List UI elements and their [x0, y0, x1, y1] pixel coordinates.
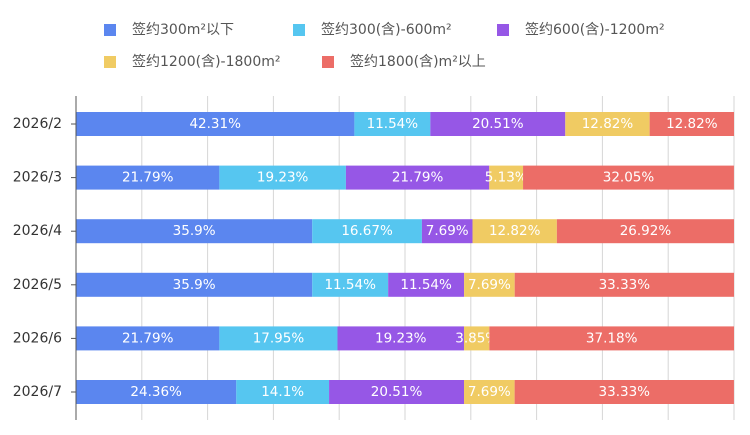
bars: 42.31% 11.54% 20.51% 12.82% 12.82% 21.79% 19.2… — [76, 112, 734, 404]
bar-segment-5-2026-2[interactable] — [649, 112, 734, 136]
data-label: 42.31% — [189, 116, 241, 132]
bar-segment-3-2026-6[interactable] — [337, 326, 465, 351]
legend-swatch-4[interactable] — [104, 56, 116, 68]
legend-swatch-3[interactable] — [497, 24, 509, 36]
data-label: 7.69% — [468, 384, 511, 400]
legend-swatch-5[interactable] — [322, 56, 334, 68]
bar-segment-3-2026-4[interactable] — [421, 219, 473, 244]
legend-label-1[interactable]: 签约300m²以下 — [132, 21, 234, 38]
y-tick-label: 2026/2 — [13, 116, 62, 132]
data-label: 11.54% — [367, 116, 419, 132]
data-label: 12.82% — [666, 116, 718, 132]
data-label: 21.79% — [122, 170, 174, 186]
bar-segment-5-2026-4[interactable] — [556, 219, 734, 244]
legend-label-3[interactable]: 签约600(含)-1200m² — [525, 21, 665, 38]
bar-segment-4-2026-2[interactable] — [565, 112, 650, 136]
data-label: 35.9% — [173, 277, 216, 293]
data-label: 7.69% — [468, 277, 511, 293]
y-axis: 2026/2 2026/3 2026/4 2026/5 2026/6 2026/7 — [13, 96, 77, 420]
data-label: 37.18% — [586, 330, 638, 346]
legend: 签约300m²以下 签约300(含)-600m² 签约600(含)-1200m² 签约… — [104, 21, 665, 70]
legend-label-2[interactable]: 签约300(含)-600m² — [321, 21, 452, 38]
data-label: 11.54% — [324, 277, 376, 293]
bar-segment-4-2026-7[interactable] — [464, 380, 515, 404]
bar-segment-3-2026-5[interactable] — [388, 272, 465, 297]
bar-segment-4-2026-6[interactable] — [464, 326, 490, 351]
bar-segment-2-2026-4[interactable] — [312, 219, 422, 244]
legend-label-5[interactable]: 签约1800(含)m²以上 — [350, 53, 486, 70]
bar-segment-4-2026-3[interactable] — [489, 165, 524, 190]
bar-segment-3-2026-2[interactable] — [430, 112, 566, 136]
bar-segment-1-2026-2[interactable] — [76, 112, 355, 136]
data-label: 21.79% — [122, 330, 174, 346]
y-tick-label: 2026/4 — [13, 223, 62, 239]
data-label: 12.82% — [489, 223, 541, 239]
data-label: 24.36% — [130, 384, 182, 400]
data-label: 17.95% — [253, 330, 305, 346]
data-label: 26.92% — [620, 223, 672, 239]
bar-segment-2-2026-6[interactable] — [219, 326, 338, 351]
bar-segment-4-2026-5[interactable] — [464, 272, 515, 297]
legend-swatch-1[interactable] — [104, 24, 116, 36]
bar-segment-5-2026-6[interactable] — [489, 326, 734, 351]
bar-segment-3-2026-7[interactable] — [329, 380, 465, 404]
data-label: 32.05% — [603, 170, 655, 186]
data-label: 21.79% — [392, 170, 444, 186]
bar-segment-1-2026-7[interactable] — [76, 380, 237, 404]
bar-segment-2-2026-2[interactable] — [354, 112, 431, 136]
bar-segment-2-2026-7[interactable] — [236, 380, 330, 404]
bar-segment-2-2026-3[interactable] — [219, 165, 346, 190]
y-tick-label: 2026/7 — [13, 384, 62, 400]
bar-segment-1-2026-3[interactable] — [76, 165, 220, 190]
bar-segment-5-2026-7[interactable] — [514, 380, 734, 404]
data-label: 12.82% — [582, 116, 634, 132]
data-label: 7.69% — [426, 223, 469, 239]
data-label: 16.67% — [341, 223, 393, 239]
data-label: 19.23% — [375, 330, 427, 346]
data-label: 3.85% — [455, 330, 498, 346]
bar-segment-2-2026-5[interactable] — [312, 272, 389, 297]
legend-swatch-2[interactable] — [293, 24, 305, 36]
y-tick-label: 2026/6 — [13, 330, 62, 346]
bar-segment-1-2026-5[interactable] — [76, 272, 313, 297]
data-label: 19.23% — [257, 170, 309, 186]
data-label: 20.51% — [472, 116, 524, 132]
legend-label-4[interactable]: 签约1200(含)-1800m² — [132, 53, 280, 70]
data-label: 33.33% — [599, 384, 651, 400]
y-tick-label: 2026/5 — [13, 277, 62, 293]
bar-segment-1-2026-4[interactable] — [76, 219, 313, 244]
bar-segment-5-2026-3[interactable] — [523, 165, 734, 190]
bar-segment-5-2026-5[interactable] — [514, 272, 734, 297]
bar-segment-4-2026-4[interactable] — [472, 219, 557, 244]
grid — [141, 96, 735, 420]
y-tick-label: 2026/3 — [13, 170, 62, 186]
data-label: 33.33% — [599, 277, 651, 293]
data-label: 20.51% — [371, 384, 423, 400]
data-label: 14.1% — [261, 384, 304, 400]
bar-segment-1-2026-6[interactable] — [76, 326, 220, 351]
data-label: 5.13% — [485, 170, 528, 186]
data-label: 11.54% — [400, 277, 452, 293]
bar-segment-3-2026-3[interactable] — [345, 165, 490, 190]
data-label: 35.9% — [173, 223, 216, 239]
